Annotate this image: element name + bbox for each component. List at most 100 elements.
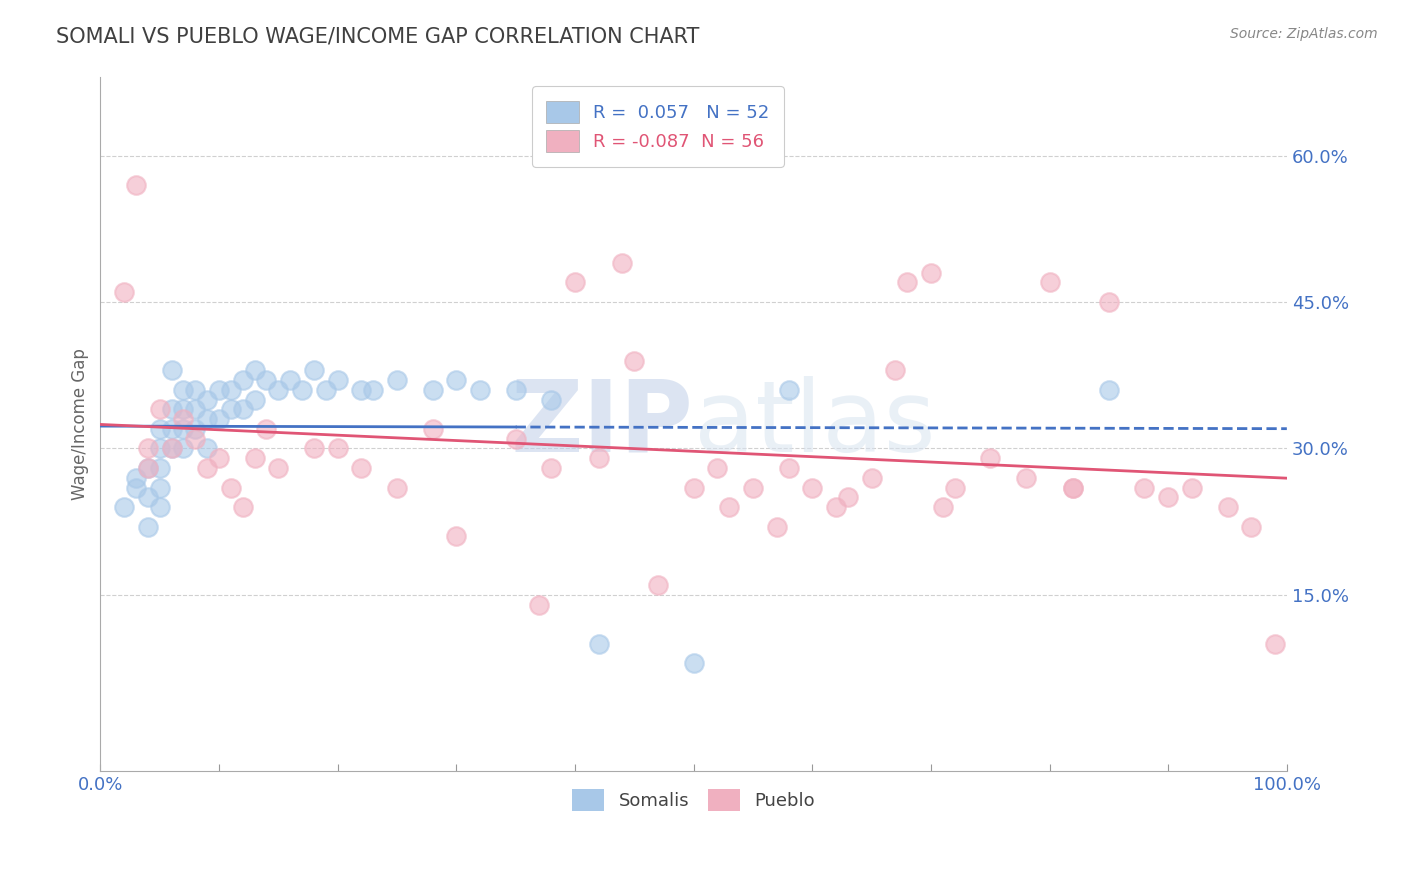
Point xyxy=(149,422,172,436)
Point xyxy=(125,481,148,495)
Point xyxy=(208,451,231,466)
Point xyxy=(446,373,468,387)
Point xyxy=(112,285,135,300)
Point xyxy=(1038,276,1060,290)
Point xyxy=(682,657,704,671)
Point xyxy=(350,383,373,397)
Legend: Somalis, Pueblo: Somalis, Pueblo xyxy=(560,777,828,824)
Point xyxy=(505,432,527,446)
Point xyxy=(243,392,266,407)
Point xyxy=(932,500,955,514)
Point xyxy=(468,383,491,397)
Point xyxy=(184,383,207,397)
Point xyxy=(825,500,848,514)
Point xyxy=(612,256,634,270)
Point xyxy=(195,412,218,426)
Point xyxy=(943,481,966,495)
Point xyxy=(160,363,183,377)
Y-axis label: Wage/Income Gap: Wage/Income Gap xyxy=(72,348,89,500)
Point xyxy=(232,500,254,514)
Point xyxy=(160,402,183,417)
Text: ZIP: ZIP xyxy=(510,376,693,473)
Point xyxy=(125,471,148,485)
Text: SOMALI VS PUEBLO WAGE/INCOME GAP CORRELATION CHART: SOMALI VS PUEBLO WAGE/INCOME GAP CORRELA… xyxy=(56,27,700,46)
Point xyxy=(195,392,218,407)
Point xyxy=(422,422,444,436)
Point xyxy=(149,402,172,417)
Point xyxy=(529,598,551,612)
Point xyxy=(1157,491,1180,505)
Point xyxy=(588,637,610,651)
Point xyxy=(742,481,765,495)
Point xyxy=(718,500,741,514)
Point xyxy=(1062,481,1084,495)
Point xyxy=(219,481,242,495)
Point xyxy=(232,373,254,387)
Point xyxy=(278,373,301,387)
Point xyxy=(1264,637,1286,651)
Point xyxy=(172,412,194,426)
Point xyxy=(1133,481,1156,495)
Point xyxy=(1098,295,1121,310)
Point xyxy=(149,442,172,456)
Text: Source: ZipAtlas.com: Source: ZipAtlas.com xyxy=(1230,27,1378,41)
Point xyxy=(243,363,266,377)
Point xyxy=(1240,519,1263,533)
Point xyxy=(172,442,194,456)
Point xyxy=(208,383,231,397)
Point xyxy=(172,383,194,397)
Point xyxy=(315,383,337,397)
Point xyxy=(291,383,314,397)
Point xyxy=(267,383,290,397)
Point xyxy=(136,519,159,533)
Point xyxy=(896,276,918,290)
Point xyxy=(136,461,159,475)
Point xyxy=(208,412,231,426)
Point xyxy=(623,353,645,368)
Point xyxy=(184,422,207,436)
Point xyxy=(884,363,907,377)
Point xyxy=(232,402,254,417)
Point xyxy=(219,402,242,417)
Point xyxy=(125,178,148,192)
Point xyxy=(350,461,373,475)
Point xyxy=(136,461,159,475)
Point xyxy=(256,373,278,387)
Point xyxy=(149,461,172,475)
Point xyxy=(505,383,527,397)
Point xyxy=(112,500,135,514)
Point xyxy=(540,392,562,407)
Point xyxy=(160,422,183,436)
Point xyxy=(195,442,218,456)
Point xyxy=(256,422,278,436)
Point xyxy=(302,442,325,456)
Point xyxy=(801,481,824,495)
Point xyxy=(706,461,728,475)
Point xyxy=(778,461,800,475)
Point xyxy=(172,422,194,436)
Point xyxy=(920,266,942,280)
Point xyxy=(540,461,562,475)
Point xyxy=(219,383,242,397)
Point xyxy=(860,471,883,485)
Point xyxy=(326,373,349,387)
Point xyxy=(1216,500,1239,514)
Point xyxy=(267,461,290,475)
Point xyxy=(149,481,172,495)
Point xyxy=(243,451,266,466)
Point xyxy=(385,481,408,495)
Point xyxy=(588,451,610,466)
Point xyxy=(385,373,408,387)
Point xyxy=(1062,481,1084,495)
Point xyxy=(184,402,207,417)
Point xyxy=(564,276,586,290)
Point xyxy=(1181,481,1204,495)
Point xyxy=(149,500,172,514)
Point xyxy=(1098,383,1121,397)
Point xyxy=(326,442,349,456)
Text: atlas: atlas xyxy=(693,376,935,473)
Point xyxy=(765,519,787,533)
Point xyxy=(1015,471,1038,485)
Point xyxy=(778,383,800,397)
Point xyxy=(647,578,669,592)
